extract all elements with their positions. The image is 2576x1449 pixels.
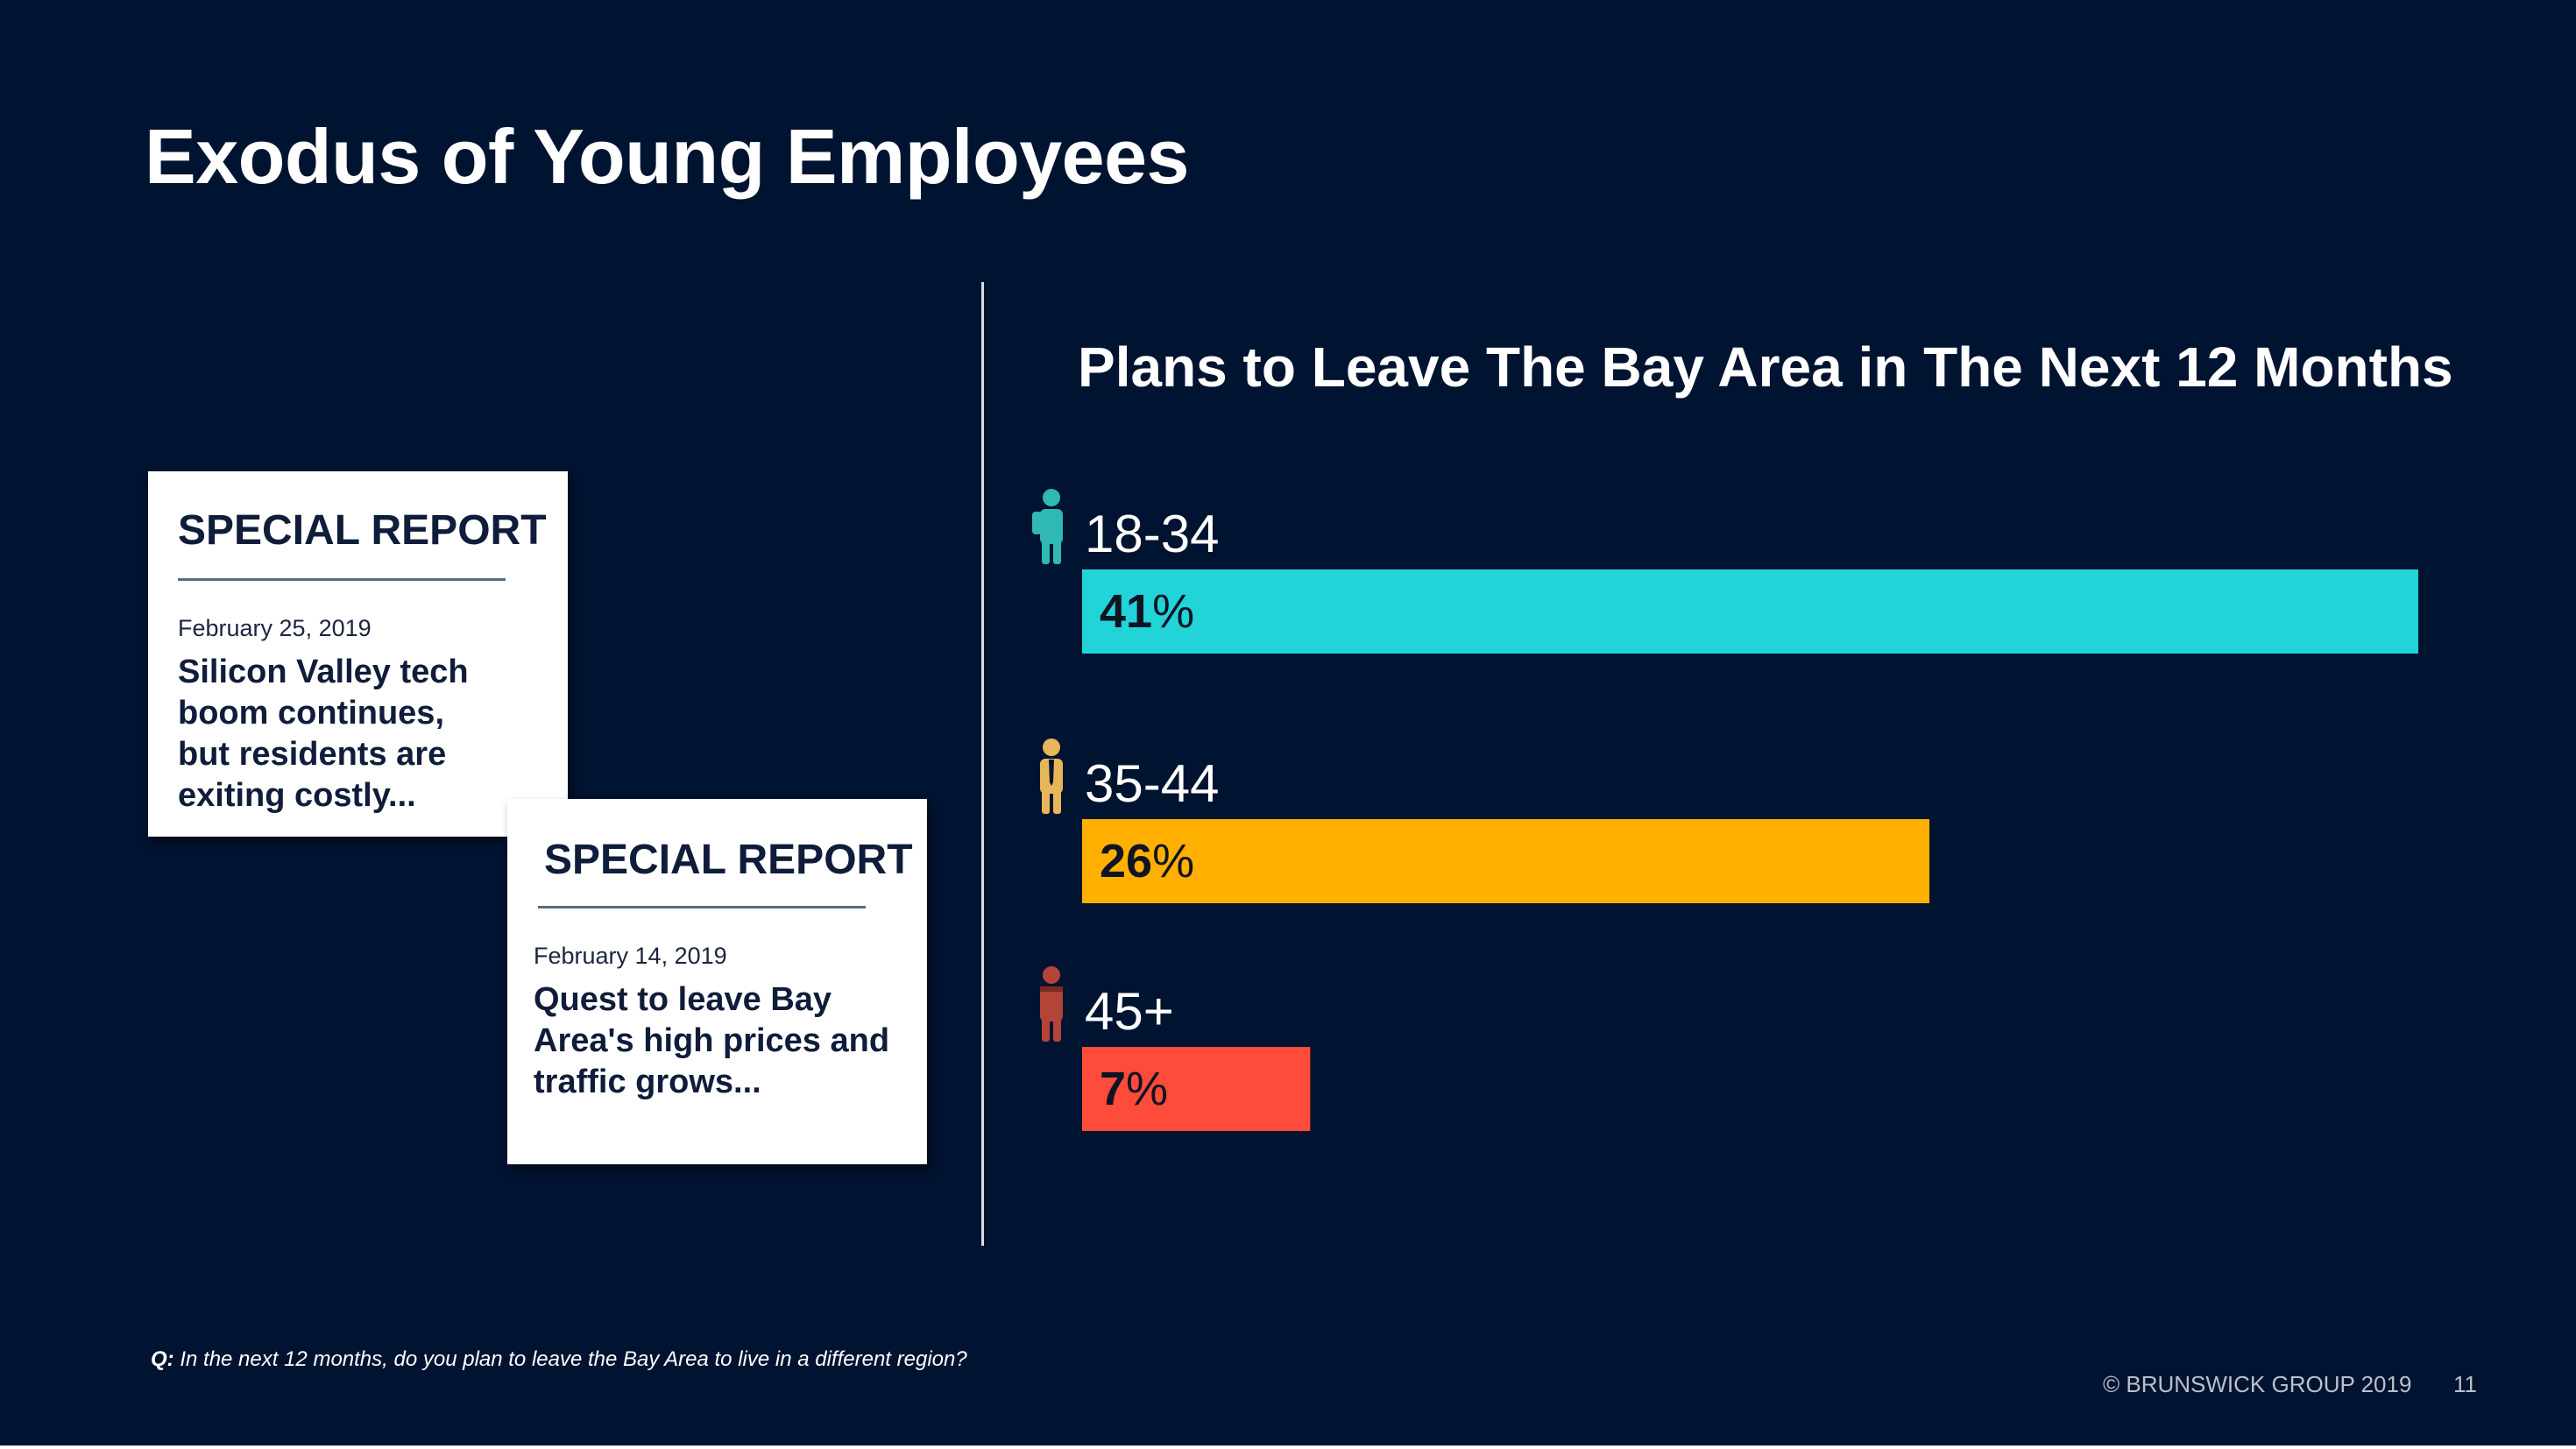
young-person-backpack-icon (1032, 489, 1063, 564)
value-label-35-44: 26% (1100, 835, 1194, 887)
report-headline: Silicon Valley tech boom continues, but … (178, 654, 469, 814)
special-report-card-1: SPECIAL REPORT February 25, 2019 Silicon… (148, 471, 568, 837)
report-header: SPECIAL REPORT (178, 507, 547, 554)
report-header: SPECIAL REPORT (544, 837, 913, 883)
report-headline: Quest to leave Bay Area's high prices an… (534, 981, 890, 1100)
value-label-18-34: 41% (1100, 585, 1194, 638)
bar-35-44 (1082, 819, 1930, 903)
category-label-18-34: 18-34 (1085, 505, 1219, 563)
slide-title: Exodus of Young Employees (145, 113, 1190, 200)
question-label: Q: (151, 1347, 174, 1371)
copyright-text: © BRUNSWICK GROUP 2019 (2103, 1371, 2412, 1397)
report-date: February 25, 2019 (178, 615, 372, 641)
special-report-card-2: SPECIAL REPORT February 14, 2019 Quest t… (507, 799, 927, 1164)
report-rule (178, 578, 506, 581)
report-date: February 14, 2019 (534, 943, 727, 969)
older-person-icon (1040, 966, 1063, 1042)
report-rule (538, 906, 866, 908)
person-tie-icon (1040, 739, 1063, 814)
value-label-45+: 7% (1100, 1063, 1168, 1115)
vertical-divider (981, 282, 984, 1246)
survey-question: Q: In the next 12 months, do you plan to… (151, 1347, 967, 1372)
category-label-45+: 45+ (1085, 982, 1174, 1041)
bar-45+ (1082, 1047, 1311, 1131)
bottom-strip (0, 1445, 2576, 1449)
bar-18-34 (1082, 569, 2418, 654)
category-label-35-44: 35-44 (1085, 754, 1219, 813)
question-text: In the next 12 months, do you plan to le… (173, 1347, 967, 1371)
chart-title: Plans to Leave The Bay Area in The Next … (1078, 336, 2453, 399)
page-number: 11 (2453, 1371, 2477, 1397)
